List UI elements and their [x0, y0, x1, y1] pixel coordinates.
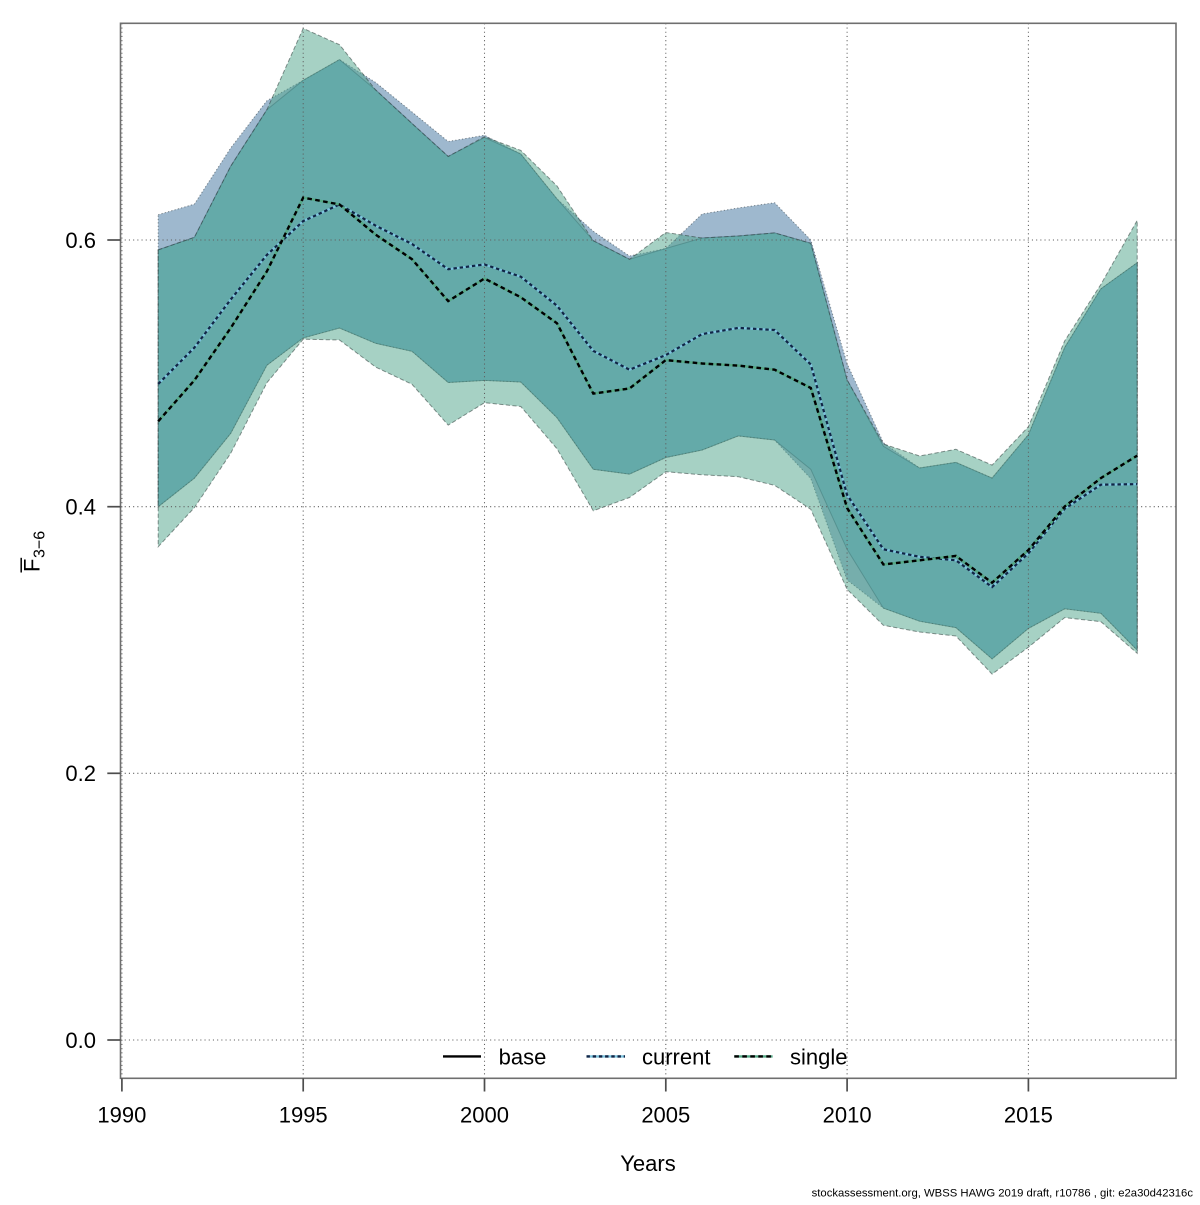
svg-text:2000: 2000	[460, 1103, 509, 1128]
svg-text:Years: Years	[620, 1151, 675, 1176]
svg-text:2015: 2015	[1004, 1103, 1053, 1128]
svg-text:0.4: 0.4	[65, 495, 96, 520]
svg-text:2005: 2005	[641, 1103, 690, 1128]
svg-text:base: base	[499, 1044, 547, 1069]
svg-text:current: current	[642, 1044, 710, 1069]
svg-text:0.6: 0.6	[65, 228, 96, 253]
svg-text:F: F	[20, 559, 45, 572]
svg-text:1990: 1990	[97, 1103, 146, 1128]
svg-text:stockassessment.org, WBSS HAWG: stockassessment.org, WBSS HAWG 2019 draf…	[812, 1188, 1194, 1200]
svg-text:1995: 1995	[279, 1103, 328, 1128]
svg-text:3−6: 3−6	[32, 531, 49, 558]
svg-text:0.0: 0.0	[65, 1028, 96, 1053]
svg-text:2010: 2010	[823, 1103, 872, 1128]
svg-text:0.2: 0.2	[65, 761, 96, 786]
svg-text:single: single	[790, 1044, 847, 1069]
